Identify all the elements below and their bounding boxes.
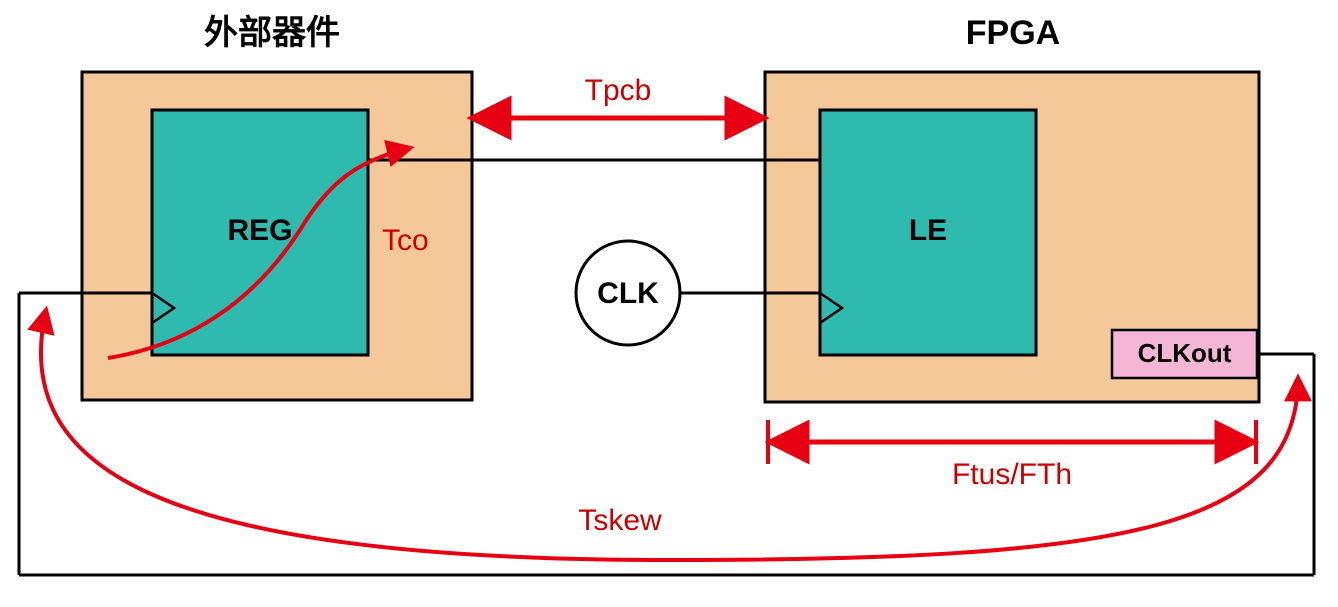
title-right: FPGA: [966, 14, 1060, 52]
clk-label: CLK: [597, 277, 659, 310]
inner-le-label: LE: [909, 214, 947, 247]
label-tco: Tco: [382, 224, 429, 257]
clkout-label: CLKout: [1138, 338, 1232, 368]
label-ftus: Ftus/FTh: [952, 458, 1072, 491]
inner-reg-label: REG: [227, 214, 292, 247]
label-tskew: Tskew: [578, 504, 662, 537]
title-left: 外部器件: [204, 14, 340, 52]
label-tpcb: Tpcb: [585, 74, 652, 107]
